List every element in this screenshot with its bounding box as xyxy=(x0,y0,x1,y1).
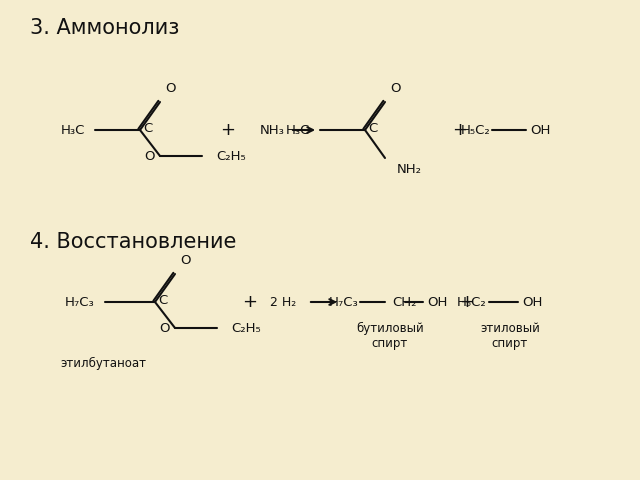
Text: +: + xyxy=(221,121,236,139)
Text: C₂H₅: C₂H₅ xyxy=(216,149,246,163)
Text: O: O xyxy=(180,254,191,267)
Text: 4. Восстановление: 4. Восстановление xyxy=(30,232,236,252)
Text: OH: OH xyxy=(530,123,550,136)
Text: бутиловый
спирт: бутиловый спирт xyxy=(356,322,424,350)
Text: O: O xyxy=(165,82,175,95)
Text: O: O xyxy=(390,82,401,95)
Text: этиловый
спирт: этиловый спирт xyxy=(480,322,540,350)
Text: O: O xyxy=(159,322,170,335)
Text: CH₂: CH₂ xyxy=(392,296,417,309)
Text: H₇C₃: H₇C₃ xyxy=(65,296,95,309)
Text: H₃C: H₃C xyxy=(61,123,85,136)
Text: H₅C₂: H₅C₂ xyxy=(457,296,487,309)
Text: +: + xyxy=(243,293,257,311)
Text: H₃C: H₃C xyxy=(285,123,310,136)
Text: C: C xyxy=(143,122,152,135)
Text: OH: OH xyxy=(427,296,447,309)
Text: H₇C₃: H₇C₃ xyxy=(328,296,358,309)
Text: OH: OH xyxy=(522,296,542,309)
Text: O: O xyxy=(145,149,155,163)
Text: NH₂: NH₂ xyxy=(397,163,422,176)
Text: 3. Аммонолиз: 3. Аммонолиз xyxy=(30,18,179,38)
Text: H₅C₂: H₅C₂ xyxy=(460,123,490,136)
Text: 2 H₂: 2 H₂ xyxy=(270,296,296,309)
Text: C: C xyxy=(368,122,377,135)
Text: C₂H₅: C₂H₅ xyxy=(231,322,260,335)
Text: C: C xyxy=(158,295,167,308)
Text: +: + xyxy=(460,293,474,311)
Text: этилбутаноат: этилбутаноат xyxy=(60,357,146,370)
Text: +: + xyxy=(452,121,467,139)
Text: NH₃: NH₃ xyxy=(260,123,285,136)
